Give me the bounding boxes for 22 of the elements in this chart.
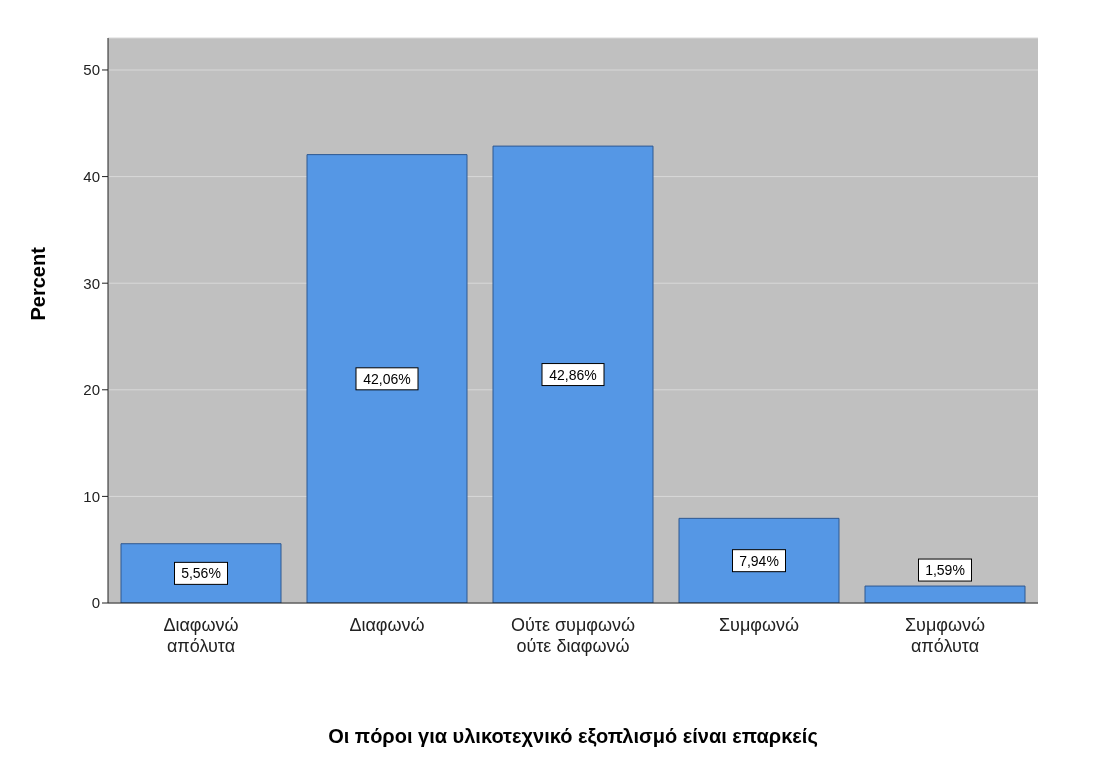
data-label: 42,86% <box>549 366 597 383</box>
y-tick-label: 40 <box>83 167 100 185</box>
x-tick-label: Διαφωνώ απόλυτα <box>163 615 239 656</box>
x-tick-label: Συμφωνώ απόλυτα <box>904 615 986 656</box>
x-tick-label: Διαφωνώ <box>349 615 425 635</box>
y-axis-title: Percent <box>27 246 50 321</box>
y-tick-label: 20 <box>83 381 100 399</box>
data-label: 7,94% <box>739 552 779 569</box>
y-tick-label: 50 <box>83 61 100 79</box>
x-tick-label: Ούτε συμφωνώ ούτε διαφωνώ <box>510 615 636 656</box>
bar <box>678 517 840 603</box>
x-axis-title: Οι πόροι για υλικοτεχνικό εξοπλισμό είναι επαρκείς <box>328 725 818 747</box>
data-label: 5,56% <box>181 565 221 582</box>
y-tick-label: 10 <box>83 487 100 505</box>
bar <box>492 145 654 603</box>
y-tick-label: 0 <box>91 594 100 612</box>
data-label: 1,59% <box>925 562 965 579</box>
x-tick-label: Συμφωνώ <box>718 615 800 635</box>
bar <box>864 585 1026 603</box>
data-label: 42,06% <box>363 370 411 387</box>
bar <box>306 154 468 603</box>
y-tick-label: 30 <box>83 274 100 292</box>
